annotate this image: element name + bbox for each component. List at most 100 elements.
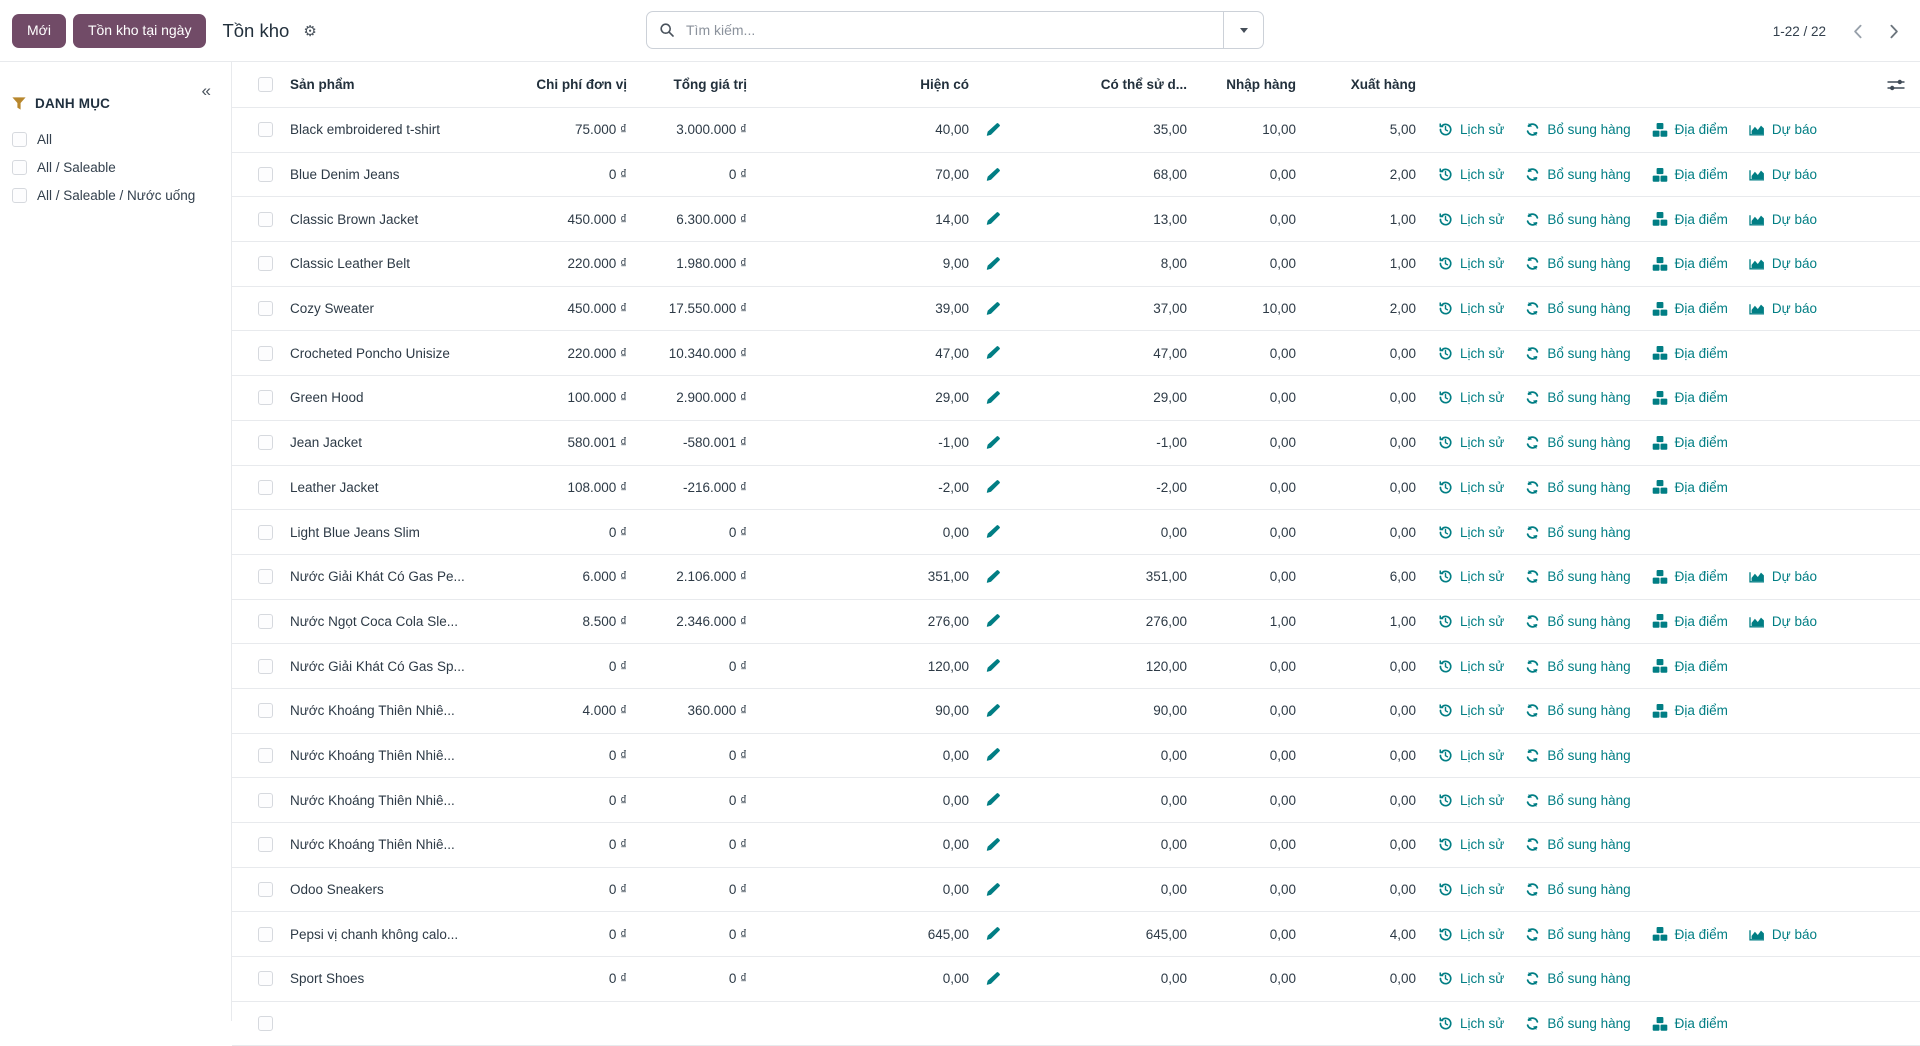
- row-checkbox[interactable]: [258, 122, 273, 138]
- history-button[interactable]: Lịch sử: [1438, 569, 1504, 584]
- locations-button[interactable]: Địa điểm: [1652, 569, 1728, 585]
- locations-button[interactable]: Địa điểm: [1652, 390, 1728, 406]
- replenish-button[interactable]: Bổ sung hàng: [1525, 480, 1631, 495]
- pager-next-button[interactable]: [1881, 19, 1906, 44]
- replenish-button[interactable]: Bổ sung hàng: [1525, 212, 1631, 227]
- replenish-button[interactable]: Bổ sung hàng: [1525, 748, 1631, 763]
- replenish-button[interactable]: Bổ sung hàng: [1525, 569, 1631, 584]
- row-checkbox[interactable]: [258, 211, 273, 227]
- history-button[interactable]: Lịch sử: [1438, 748, 1504, 763]
- edit-on-hand-button[interactable]: [978, 256, 1016, 272]
- row-checkbox[interactable]: [258, 882, 273, 898]
- locations-button[interactable]: Địa điểm: [1652, 167, 1728, 183]
- table-row[interactable]: Nước Khoáng Thiên Nhiê... 4.000 ₫ 360.000 …: [232, 689, 1920, 734]
- locations-button[interactable]: Địa điểm: [1652, 1016, 1728, 1032]
- history-button[interactable]: Lịch sử: [1438, 614, 1504, 629]
- header-outgoing[interactable]: Xuất hàng: [1350, 77, 1416, 92]
- locations-button[interactable]: Địa điểm: [1652, 256, 1728, 272]
- locations-button[interactable]: Địa điểm: [1652, 211, 1728, 227]
- replenish-button[interactable]: Bổ sung hàng: [1525, 927, 1631, 942]
- table-row[interactable]: Crocheted Poncho Unisize 220.000 ₫ 10.340.…: [232, 331, 1920, 377]
- row-checkbox[interactable]: [258, 524, 273, 540]
- table-row[interactable]: Blue Denim Jeans 0 ₫ 0 ₫ 70,00 68,00 0,00 2,00…: [232, 153, 1920, 198]
- row-checkbox[interactable]: [258, 345, 273, 361]
- header-available[interactable]: Có thể sử d...: [1100, 77, 1187, 92]
- gear-icon[interactable]: ⚙: [303, 22, 317, 40]
- edit-on-hand-button[interactable]: [978, 926, 1016, 942]
- search-options-toggle[interactable]: [1223, 12, 1263, 48]
- history-button[interactable]: Lịch sử: [1438, 480, 1504, 495]
- locations-button[interactable]: Địa điểm: [1652, 345, 1728, 361]
- edit-on-hand-button[interactable]: [978, 301, 1016, 317]
- edit-on-hand-button[interactable]: [978, 167, 1016, 183]
- history-button[interactable]: Lịch sử: [1438, 256, 1504, 271]
- history-button[interactable]: Lịch sử: [1438, 882, 1504, 897]
- table-row[interactable]: Nước Ngọt Coca Cola Sle... 8.500 ₫ 2.346.0…: [232, 600, 1920, 645]
- table-row[interactable]: Lịch sử Bổ sung hàng Địa điểm: [232, 1002, 1920, 1046]
- edit-on-hand-button[interactable]: [978, 703, 1016, 719]
- table-row[interactable]: Nước Giải Khát Có Gas Sp... 0 ₫ 0 ₫ 120,00 1…: [232, 644, 1920, 689]
- edit-on-hand-button[interactable]: [978, 435, 1016, 451]
- table-row[interactable]: Nước Khoáng Thiên Nhiê... 0 ₫ 0 ₫ 0,00 0,00 0…: [232, 734, 1920, 779]
- category-filter-saleable[interactable]: All / Saleable: [12, 153, 221, 181]
- table-row[interactable]: Light Blue Jeans Slim 0 ₫ 0 ₫ 0,00 0,00 0,00 0…: [232, 510, 1920, 555]
- replenish-button[interactable]: Bổ sung hàng: [1525, 882, 1631, 897]
- header-on-hand[interactable]: Hiện có: [920, 77, 969, 92]
- replenish-button[interactable]: Bổ sung hàng: [1525, 122, 1631, 137]
- header-total-value[interactable]: Tổng giá trị: [673, 77, 748, 92]
- history-button[interactable]: Lịch sử: [1438, 301, 1504, 316]
- row-checkbox[interactable]: [258, 613, 273, 629]
- replenish-button[interactable]: Bổ sung hàng: [1525, 167, 1631, 182]
- replenish-button[interactable]: Bổ sung hàng: [1525, 256, 1631, 271]
- table-row[interactable]: Black embroidered t-shirt 75.000 ₫ 3.000.0…: [232, 108, 1920, 153]
- edit-on-hand-button[interactable]: [978, 613, 1016, 629]
- locations-button[interactable]: Địa điểm: [1652, 479, 1728, 495]
- edit-on-hand-button[interactable]: [978, 658, 1016, 674]
- search-input[interactable]: [684, 21, 1211, 39]
- edit-on-hand-button[interactable]: [978, 524, 1016, 540]
- replenish-button[interactable]: Bổ sung hàng: [1525, 837, 1631, 852]
- table-row[interactable]: Nước Khoáng Thiên Nhiê... 0 ₫ 0 ₫ 0,00 0,00 0…: [232, 823, 1920, 868]
- forecast-button[interactable]: Dự báo: [1749, 212, 1817, 227]
- row-checkbox[interactable]: [258, 301, 273, 317]
- history-button[interactable]: Lịch sử: [1438, 390, 1504, 405]
- forecast-button[interactable]: Dự báo: [1749, 167, 1817, 182]
- row-checkbox[interactable]: [258, 435, 273, 451]
- edit-on-hand-button[interactable]: [978, 837, 1016, 853]
- history-button[interactable]: Lịch sử: [1438, 659, 1504, 674]
- replenish-button[interactable]: Bổ sung hàng: [1525, 614, 1631, 629]
- collapse-panel-toggle[interactable]: «: [201, 81, 211, 100]
- row-checkbox[interactable]: [258, 256, 273, 272]
- forecast-button[interactable]: Dự báo: [1749, 256, 1817, 271]
- row-checkbox[interactable]: [258, 569, 273, 585]
- replenish-button[interactable]: Bổ sung hàng: [1525, 793, 1631, 808]
- history-button[interactable]: Lịch sử: [1438, 971, 1504, 986]
- replenish-button[interactable]: Bổ sung hàng: [1525, 435, 1631, 450]
- forecast-button[interactable]: Dự báo: [1749, 927, 1817, 942]
- select-all-checkbox[interactable]: [258, 77, 273, 92]
- history-button[interactable]: Lịch sử: [1438, 346, 1504, 361]
- table-row[interactable]: Classic Brown Jacket 450.000 ₫ 6.300.000 ₫…: [232, 197, 1920, 243]
- forecast-button[interactable]: Dự báo: [1749, 569, 1817, 584]
- row-checkbox[interactable]: [258, 703, 273, 719]
- forecast-button[interactable]: Dự báo: [1749, 122, 1817, 137]
- locations-button[interactable]: Địa điểm: [1652, 703, 1728, 719]
- edit-on-hand-button[interactable]: [978, 792, 1016, 808]
- replenish-button[interactable]: Bổ sung hàng: [1525, 971, 1631, 986]
- history-button[interactable]: Lịch sử: [1438, 212, 1504, 227]
- history-button[interactable]: Lịch sử: [1438, 837, 1504, 852]
- row-checkbox[interactable]: [258, 479, 273, 495]
- replenish-button[interactable]: Bổ sung hàng: [1525, 301, 1631, 316]
- edit-on-hand-button[interactable]: [978, 211, 1016, 227]
- replenish-button[interactable]: Bổ sung hàng: [1525, 346, 1631, 361]
- locations-button[interactable]: Địa điểm: [1652, 613, 1728, 629]
- edit-on-hand-button[interactable]: [978, 479, 1016, 495]
- history-button[interactable]: Lịch sử: [1438, 1016, 1504, 1031]
- row-checkbox[interactable]: [258, 1016, 273, 1032]
- new-button[interactable]: Mới: [12, 14, 66, 48]
- replenish-button[interactable]: Bổ sung hàng: [1525, 1016, 1631, 1031]
- category-filter-nuoc-uong[interactable]: All / Saleable / Nước uống: [12, 181, 221, 209]
- table-row[interactable]: Jean Jacket 580.001 ₫ -580.001 ₫ -1,00 -1,00…: [232, 421, 1920, 466]
- row-checkbox[interactable]: [258, 792, 273, 808]
- table-row[interactable]: Leather Jacket 108.000 ₫ -216.000 ₫ -2,00 -2…: [232, 466, 1920, 511]
